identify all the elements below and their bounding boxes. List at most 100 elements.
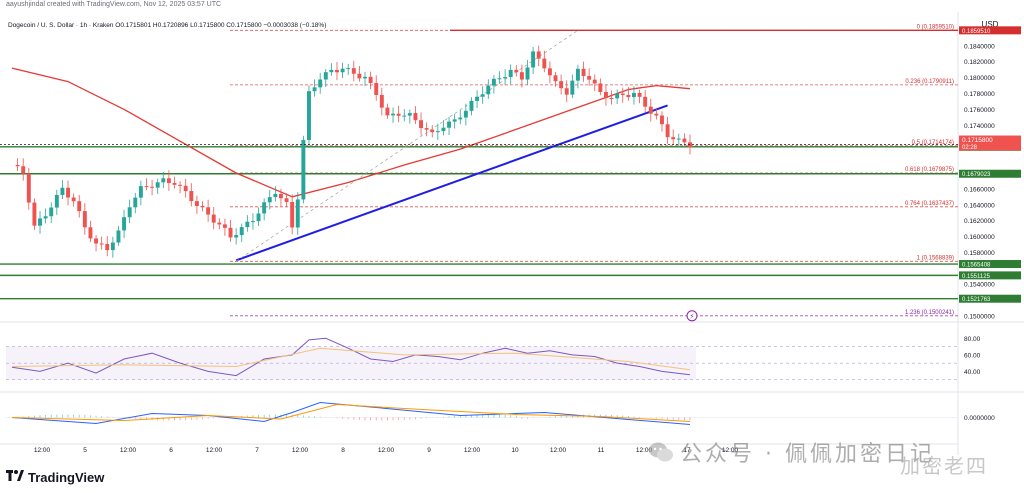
candle-body: [486, 85, 491, 95]
x-tick-label: 11: [598, 447, 605, 454]
candle-body: [66, 187, 70, 198]
candle-body: [194, 201, 199, 206]
fib-level-label: 0.236 (0.1790911): [905, 79, 954, 85]
candle-body: [94, 238, 99, 244]
candle-body: [340, 68, 345, 73]
candle-body: [575, 68, 580, 81]
macd-tick-label: 0.0000000: [964, 415, 995, 422]
candle-body: [110, 242, 115, 251]
y-tick-label: 0.1840000: [964, 43, 995, 50]
chart-header: aayushjindal created with TradingView.co…: [0, 0, 1024, 10]
lightning-icon-glyph: ⚡: [690, 312, 695, 320]
candle-body: [391, 113, 395, 116]
candle-body: [665, 124, 670, 138]
candle-body: [323, 72, 328, 80]
candle-body: [295, 199, 300, 228]
candle-body: [172, 182, 177, 185]
current-price-tag: [959, 135, 1021, 151]
horizontal-level-label: 0.1565408: [962, 263, 991, 269]
horizontal-level-label: 0.1521763: [962, 297, 991, 303]
candle-body: [144, 186, 149, 188]
rsi-ma-line: [11, 347, 691, 371]
x-tick-label: 12:00: [34, 447, 51, 454]
candle-body: [335, 69, 339, 73]
candle-body: [346, 68, 351, 70]
candle-body: [396, 113, 401, 116]
candle-body: [379, 94, 384, 108]
candle-body: [267, 197, 272, 203]
candle-body: [519, 72, 524, 80]
candle-body: [547, 68, 552, 76]
candle-body: [626, 94, 631, 98]
candle-body: [189, 191, 194, 202]
tradingview-brand: TradingView: [6, 468, 104, 486]
horizontal-level-tag: [959, 260, 1021, 269]
x-tick-label: 12:00: [206, 447, 223, 454]
candle-body: [508, 69, 513, 78]
candle-body: [318, 79, 323, 88]
symbol-line: Dogecoin / U. S. Dollar · 1h · Kraken O0…: [8, 22, 326, 29]
candle-body: [637, 92, 642, 97]
candle-body: [648, 106, 653, 114]
candle-body: [491, 78, 496, 86]
watermark: 公众号 · 佩佩加密日记: [648, 432, 935, 472]
candle-body: [452, 119, 457, 122]
candle-body: [239, 227, 244, 236]
y-tick-label: 0.1500000: [964, 314, 995, 321]
x-tick-label: 12:00: [378, 447, 395, 454]
candle-body: [284, 198, 289, 202]
candle-body: [161, 178, 166, 183]
candle-body: [503, 77, 508, 79]
x-tick-label: 12:00: [722, 447, 739, 454]
candle-body: [559, 81, 564, 89]
y-tick-label: 0.1620000: [964, 218, 995, 225]
y-tick-label: 0.1580000: [964, 250, 995, 257]
y-tick-label: 0.1820000: [964, 59, 995, 66]
candle-body: [643, 96, 648, 107]
candle-body: [475, 96, 480, 101]
moving-average-line: [11, 67, 691, 198]
horizontal-level-tag: [959, 271, 1021, 280]
x-tick-label: 8: [341, 447, 345, 454]
candle-body: [598, 83, 603, 93]
candle-body: [463, 110, 468, 118]
candle-body: [497, 78, 502, 80]
x-tick-label: 10: [511, 447, 519, 454]
candle-body: [256, 213, 261, 222]
candle-body: [447, 121, 452, 128]
candle-body: [564, 88, 569, 95]
candle-body: [200, 205, 205, 208]
candle-body: [609, 98, 614, 100]
y-tick-label: 0.1540000: [964, 282, 995, 289]
candle-body: [312, 87, 317, 92]
currency-label: USD: [982, 20, 999, 29]
fib-level-label: 0.764 (0.1637437): [905, 201, 954, 207]
candle-body: [150, 186, 155, 188]
candle-body: [60, 187, 65, 195]
x-tick-label: 5: [83, 447, 87, 454]
candle-body: [553, 75, 558, 82]
watermark-secondary: 加密老四: [900, 454, 988, 478]
candle-body: [592, 79, 597, 84]
candle-body: [654, 113, 659, 116]
candle-body: [632, 92, 636, 98]
candle-body: [15, 165, 20, 167]
candle-body: [38, 218, 42, 226]
candle-body: [531, 51, 536, 68]
candle-body: [407, 113, 412, 116]
candle-body: [178, 184, 183, 186]
candle-body: [138, 186, 143, 198]
candle-body: [458, 117, 463, 120]
x-tick-label: 12:00: [464, 447, 481, 454]
y-tick-label: 0.1740000: [964, 123, 995, 130]
horizontal-level-tag: [959, 294, 1021, 303]
y-tick-label: 0.1600000: [964, 234, 995, 241]
candle-body: [32, 202, 37, 226]
y-tick-label: 0.1780000: [964, 91, 995, 98]
wechat-icon: [649, 442, 673, 462]
candle-body: [250, 221, 255, 223]
horizontal-level-tag: [959, 26, 1021, 35]
candle-body: [99, 243, 104, 245]
candle-body: [222, 224, 227, 228]
